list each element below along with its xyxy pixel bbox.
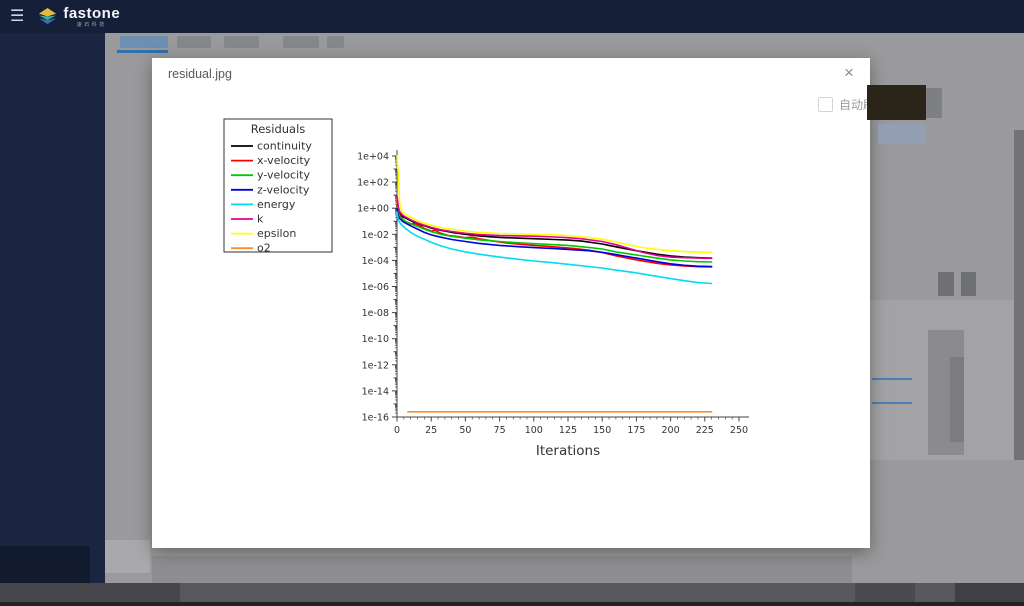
modal-title: residual.jpg (168, 67, 232, 81)
close-icon[interactable]: × (844, 63, 854, 82)
svg-text:100: 100 (525, 425, 543, 436)
svg-text:z-velocity: z-velocity (257, 183, 310, 196)
svg-text:1e+02: 1e+02 (357, 178, 389, 189)
svg-text:1e-02: 1e-02 (362, 230, 389, 241)
redacted-block (961, 272, 976, 296)
tab-blurred[interactable] (283, 36, 319, 48)
svg-text:1e+04: 1e+04 (357, 152, 389, 163)
svg-text:225: 225 (696, 425, 714, 436)
svg-text:1e-06: 1e-06 (362, 282, 389, 293)
svg-text:epsilon: epsilon (257, 227, 296, 240)
redacted-dark-box (867, 85, 926, 120)
brand-subtitle: 速石科技 (76, 21, 107, 28)
brand-name: fastone (63, 4, 121, 22)
tab-blurred[interactable] (177, 36, 211, 48)
redacted-block (926, 88, 942, 118)
svg-text:1e-14: 1e-14 (362, 386, 389, 397)
svg-text:1e-12: 1e-12 (362, 360, 389, 371)
tab-active[interactable] (120, 36, 168, 48)
hamburger-menu-icon[interactable]: ☰ (10, 7, 25, 25)
redacted-band (152, 556, 852, 583)
svg-text:25: 25 (425, 425, 437, 436)
svg-text:75: 75 (494, 425, 506, 436)
svg-text:o2: o2 (257, 242, 271, 255)
svg-text:x-velocity: x-velocity (257, 154, 311, 167)
image-preview-modal: residual.jpg × 自动刷新 1e+04 1e+02 1e+00 1e-02… (152, 58, 887, 548)
svg-text:continuity: continuity (257, 140, 312, 153)
svg-text:k: k (257, 213, 264, 226)
svg-text:250: 250 (730, 425, 748, 436)
svg-text:1e-08: 1e-08 (362, 308, 389, 319)
auto-refresh-checkbox[interactable] (818, 97, 833, 112)
redacted-block (0, 546, 90, 583)
footer-baseline (0, 602, 1024, 606)
scrollbar-strip[interactable] (1014, 130, 1024, 460)
svg-text:200: 200 (662, 425, 680, 436)
tab-blurred[interactable] (327, 36, 344, 48)
svg-text:175: 175 (627, 425, 645, 436)
svg-text:150: 150 (593, 425, 611, 436)
svg-text:50: 50 (459, 425, 471, 436)
svg-text:0: 0 (394, 425, 400, 436)
footer-segment (955, 583, 1024, 603)
redacted-block (950, 357, 964, 442)
fastone-logo-icon (39, 7, 57, 25)
tab-active-underline (117, 50, 168, 53)
app-header: ☰ fastone 速石科技 (0, 0, 1024, 33)
redacted-link-line[interactable] (872, 378, 912, 380)
redacted-block (938, 272, 954, 296)
svg-text:1e-16: 1e-16 (362, 413, 389, 424)
residual-chart: 1e+04 1e+02 1e+00 1e-02 1e-04 1e-06 1e-08 1e-10… (223, 118, 749, 459)
svg-text:Iterations: Iterations (536, 443, 600, 459)
sidebar (0, 33, 105, 583)
redacted-blue-box (878, 124, 926, 144)
svg-text:1e-04: 1e-04 (362, 256, 389, 267)
brand-logo: fastone 速石科技 (38, 6, 120, 28)
footer-segment (855, 583, 915, 603)
tab-blurred[interactable] (224, 36, 259, 48)
svg-text:y-velocity: y-velocity (257, 169, 310, 182)
redacted-link-line[interactable] (872, 402, 912, 404)
svg-text:1e+00: 1e+00 (357, 204, 389, 215)
footer-segment (0, 583, 180, 603)
svg-text:1e-10: 1e-10 (362, 334, 389, 345)
svg-text:125: 125 (559, 425, 577, 436)
redacted-block (105, 540, 150, 573)
svg-text:Residuals: Residuals (251, 122, 306, 136)
footer-bar (0, 583, 1024, 603)
svg-text:energy: energy (257, 198, 296, 211)
